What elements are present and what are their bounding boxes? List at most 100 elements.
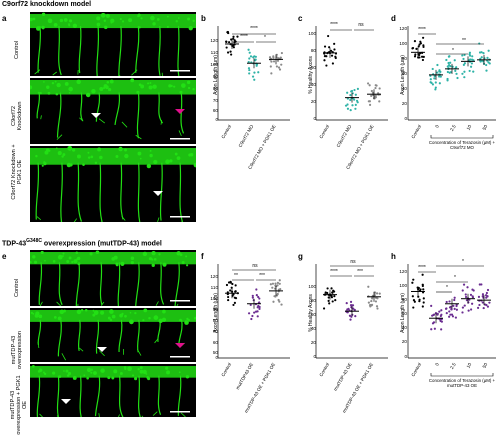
data-point [449,306,451,308]
axon-branch [40,414,45,417]
micro-label-e2: mutTDP-43 overexpression [11,321,23,379]
chart-b-tick-110: 110 [204,50,218,55]
data-point [463,64,465,66]
data-point [350,90,352,92]
data-point [436,64,438,66]
data-point [235,284,237,286]
axon-branch [53,72,57,75]
cell-body [76,258,78,260]
cell-body [52,372,55,375]
axon-branch [35,70,40,74]
cell-body [39,369,42,372]
data-point [415,48,417,50]
data-point [446,79,448,81]
cell-body [111,377,114,380]
chart-d-points [411,37,491,91]
data-point [469,70,471,72]
data-point [432,322,434,324]
cell-body [116,263,119,266]
chart-b-sig-3: * [258,35,272,41]
axon [138,163,141,222]
cell-body [157,18,160,21]
data-point [477,307,479,309]
data-point [326,292,328,294]
data-point [328,302,330,304]
data-point [430,328,432,330]
cell-body [188,87,190,89]
cell-body [90,372,92,374]
data-point [270,65,272,67]
data-point [371,90,373,92]
data-point [230,281,232,283]
cell-body [165,159,170,164]
axon [175,262,179,306]
data-point [276,65,278,67]
micrograph-a-control [30,12,196,76]
white-arrowhead-icon [91,113,101,118]
data-point [278,66,280,68]
data-point [257,71,259,73]
cell-body [111,310,113,312]
axon [57,376,58,417]
cell-body [43,81,45,83]
chart-g-sig-2: **** [322,269,346,275]
cell-body [148,317,150,319]
data-point [272,301,274,303]
data-point [354,315,356,317]
data-point [371,304,373,306]
white-arrowhead-icon [61,399,71,404]
data-point [449,72,451,74]
data-point [232,304,234,306]
cell-body [175,153,178,156]
cell-body [127,366,132,371]
data-point [277,60,279,62]
chart-f-tick-70: 70 [204,329,218,334]
cell-body [167,26,169,28]
data-point [350,109,352,111]
cell-body [165,367,168,370]
chart-b-tick-60: 60 [204,108,218,113]
cell-body [56,148,58,150]
micrograph-e-control [30,250,196,306]
axon [96,376,100,416]
axon [118,262,120,306]
data-point [470,308,472,310]
data-point [272,283,274,285]
cell-body [158,253,160,255]
cell-body [65,370,68,373]
cell-body [167,16,169,18]
axon [100,262,102,305]
cell-body [140,366,143,369]
chart-c-sig-2: ns [354,22,368,28]
data-point [226,284,228,286]
axon [178,376,181,416]
axon [37,93,39,119]
cell-body [120,262,124,266]
data-point [478,304,480,306]
cell-body [182,261,185,264]
data-point [346,92,348,94]
data-point [461,73,463,75]
data-point [375,300,377,302]
data-point [272,55,274,57]
panel-letter-e: e [2,252,6,261]
data-point [411,47,413,49]
panel-letter-a: a [2,14,6,23]
data-point [270,60,272,62]
axon-branch [153,412,157,416]
chart-c-tick-100: 100 [302,31,316,36]
chart-d-sig-3: ** [456,38,472,44]
data-point [331,296,333,298]
data-point [279,279,281,281]
chart-g-points [323,286,381,321]
magenta-arrowhead-icon [175,109,185,114]
data-point [430,78,432,80]
cell-body [177,156,181,160]
data-point [231,283,233,285]
cell-body [128,18,132,22]
cell-body [87,368,91,372]
chart-c-tick-80: 80 [302,48,316,53]
data-point [448,310,450,312]
data-point [333,295,335,297]
cell-body [113,369,117,373]
